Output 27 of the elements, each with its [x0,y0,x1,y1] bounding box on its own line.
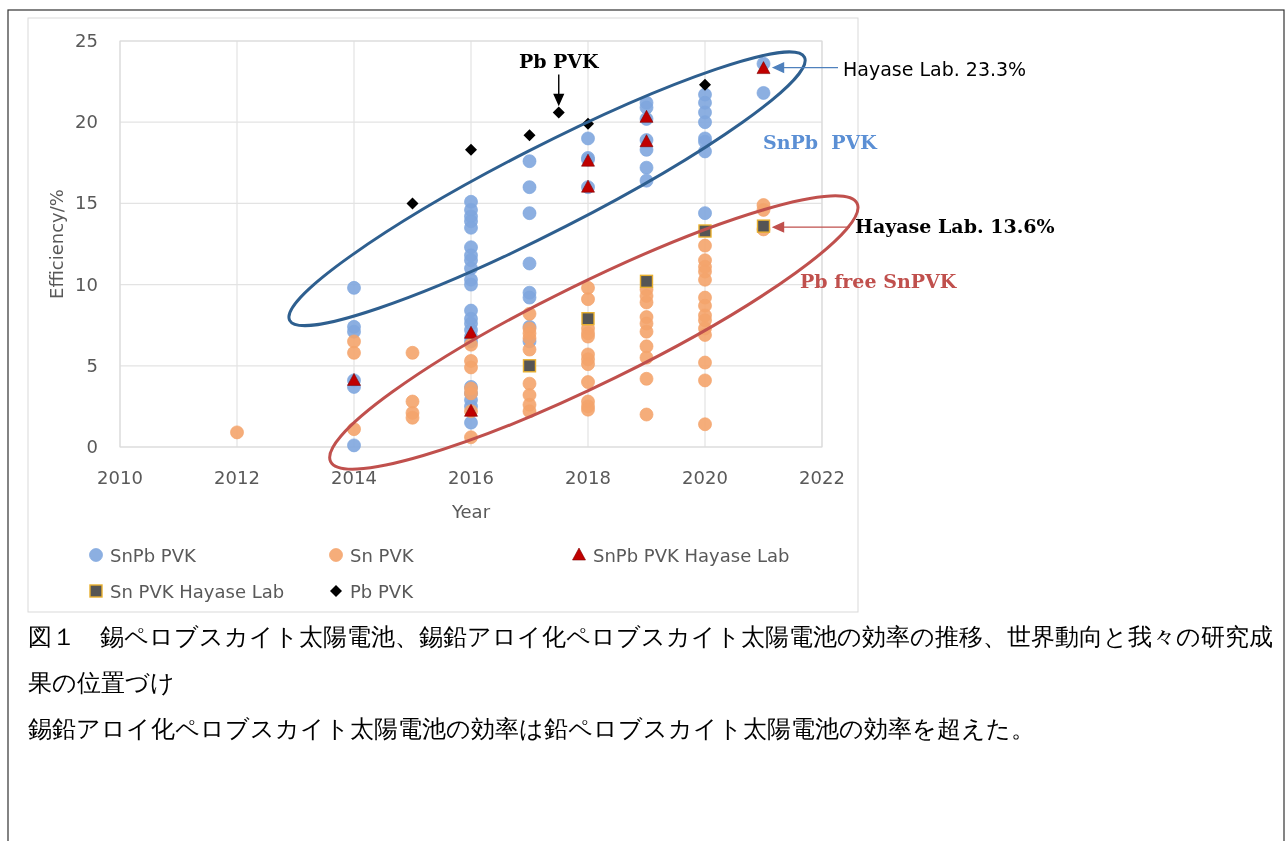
x-tick-label: 2018 [565,467,611,488]
x-tick-label: 2012 [214,467,260,488]
y-tick-label: 10 [75,273,98,295]
x-axis-title: Year [450,501,491,522]
annotation: Pb free SnPVK [800,270,958,292]
legend-label: SnPb PVK Hayase Lab [593,545,790,566]
y-tick-label: 5 [86,354,98,376]
text: Hayase Lab. 13.6% [855,215,1055,238]
x-tick-label: 2014 [331,467,377,488]
legend-label: Sn PVK Hayase Lab [110,581,285,602]
annotation: SnPb PVK [763,131,879,153]
y-tick-label: 0 [86,436,98,457]
text: 錫鉛アロイ化ペロブスカイト太陽電池の効率は鉛ペロブスカイト太陽電池の効率を超えた。 [28,714,1036,745]
legend-label: Sn PVK [350,545,415,566]
annotation: Pb PVK [518,50,601,73]
y-tick-label: 20 [75,111,98,133]
y-tick-label: 15 [75,192,98,214]
legend-label: Pb PVK [350,581,415,602]
text: Hayase Lab. 23.3% [843,57,1027,80]
x-tick-label: 2016 [448,467,494,488]
caption: 図１ 錫ペロブスカイト太陽電池、錫鉛アロイ化ペロブスカイト太陽電池の効率の推移、世界動向と我々の研究成果の位置づけ [28,622,1274,699]
y-tick-label: 25 [75,30,98,51]
x-tick-label: 2022 [799,467,845,488]
x-tick-label: 2020 [682,467,728,488]
y-axis-title: Efficiency/% [46,189,67,299]
x-tick-label: 2010 [97,467,143,488]
legend-label: SnPb PVK [110,545,197,566]
